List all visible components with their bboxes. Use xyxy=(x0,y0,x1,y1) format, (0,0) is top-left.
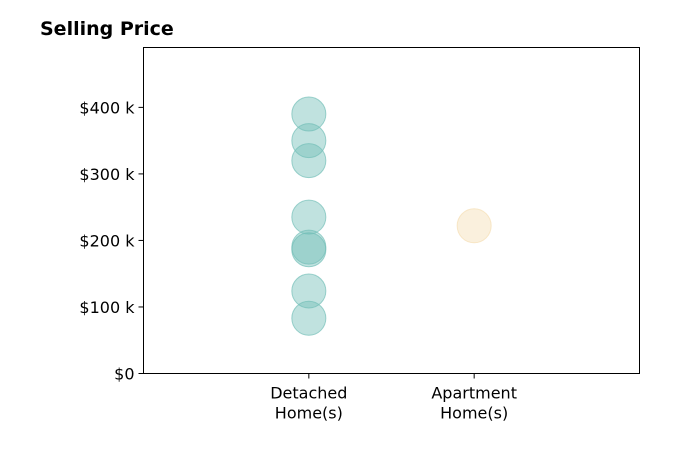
y-tick-label: $0 xyxy=(114,365,134,384)
y-tick-label: $300 k xyxy=(79,165,135,184)
data-point xyxy=(291,300,327,336)
x-tick-label: Apartment xyxy=(431,384,517,403)
chart-title: Selling Price xyxy=(40,18,174,40)
data-point xyxy=(456,208,492,244)
plot-frame xyxy=(143,47,640,374)
y-tick-label: $100 k xyxy=(79,298,135,317)
data-point xyxy=(291,273,327,309)
x-tick-label: Home(s) xyxy=(440,404,508,423)
y-axis: $0 $100 k $200 k $300 k $400 k xyxy=(79,98,144,384)
data-point xyxy=(291,232,327,268)
data-points xyxy=(291,96,492,336)
y-tick-label: $200 k xyxy=(79,231,135,250)
x-tick-label: Home(s) xyxy=(275,404,343,423)
data-point xyxy=(291,143,327,179)
x-tick-label: Detached xyxy=(270,384,347,403)
data-point xyxy=(291,199,327,235)
y-tick-label: $400 k xyxy=(79,98,135,117)
data-point xyxy=(291,96,327,132)
data-point xyxy=(291,123,327,159)
